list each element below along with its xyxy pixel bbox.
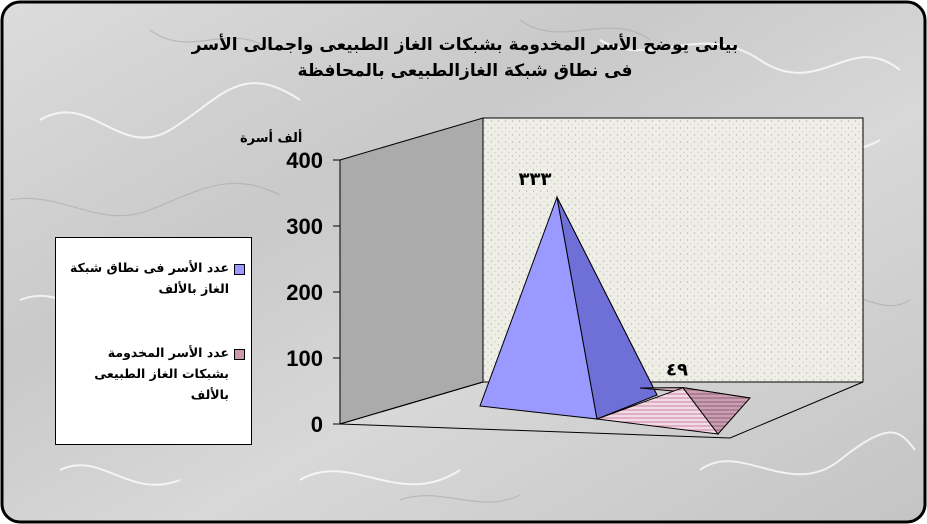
chart-title-line2: فى نطاق شبكة الغازالطبيعى بالمحافظة [298,61,633,81]
y-tick-label: 200 [286,280,323,305]
side-wall [339,117,484,425]
chart-title-line1: بيانى يوضح الأسر المخدومة بشبكات الغاز ا… [191,34,738,55]
data-label-total: ٣٣٣ [519,169,552,190]
legend: عدد الأسر فى نطاق شبكة الغاز بالألف عدد … [55,237,252,445]
pyramid-bar-served [596,386,751,435]
y-tick-label: 100 [286,346,323,371]
legend-label-served: عدد الأسر المخدومة بشبكات الغاز الطبيعى … [94,345,229,402]
pyramid-bar-total [479,195,658,420]
y-axis-title: ألف أسرة [240,129,302,146]
legend-swatch-total [234,264,245,275]
legend-item-total: عدد الأسر فى نطاق شبكة الغاز بالألف [56,257,251,299]
pyramid-side-face [681,386,751,435]
y-tick-label: 300 [286,214,323,239]
data-label-served: ٤٩ [666,360,688,381]
legend-label-total: عدد الأسر فى نطاق شبكة الغاز بالألف [69,260,229,296]
y-tick-label: 400 [286,148,323,173]
y-tick-label: 0 [311,412,323,437]
y-axis-ticks: 400 300 200 100 0 [286,148,340,437]
floor [339,381,864,439]
pyramid-side-face [556,196,658,420]
pyramid-bars [479,195,751,435]
data-labels: ٣٣٣ ٤٩ [519,169,688,380]
legend-swatch-served [234,349,245,360]
marble-veins-dark [9,19,911,503]
legend-item-served: عدد الأسر المخدومة بشبكات الغاز الطبيعى … [56,342,251,405]
